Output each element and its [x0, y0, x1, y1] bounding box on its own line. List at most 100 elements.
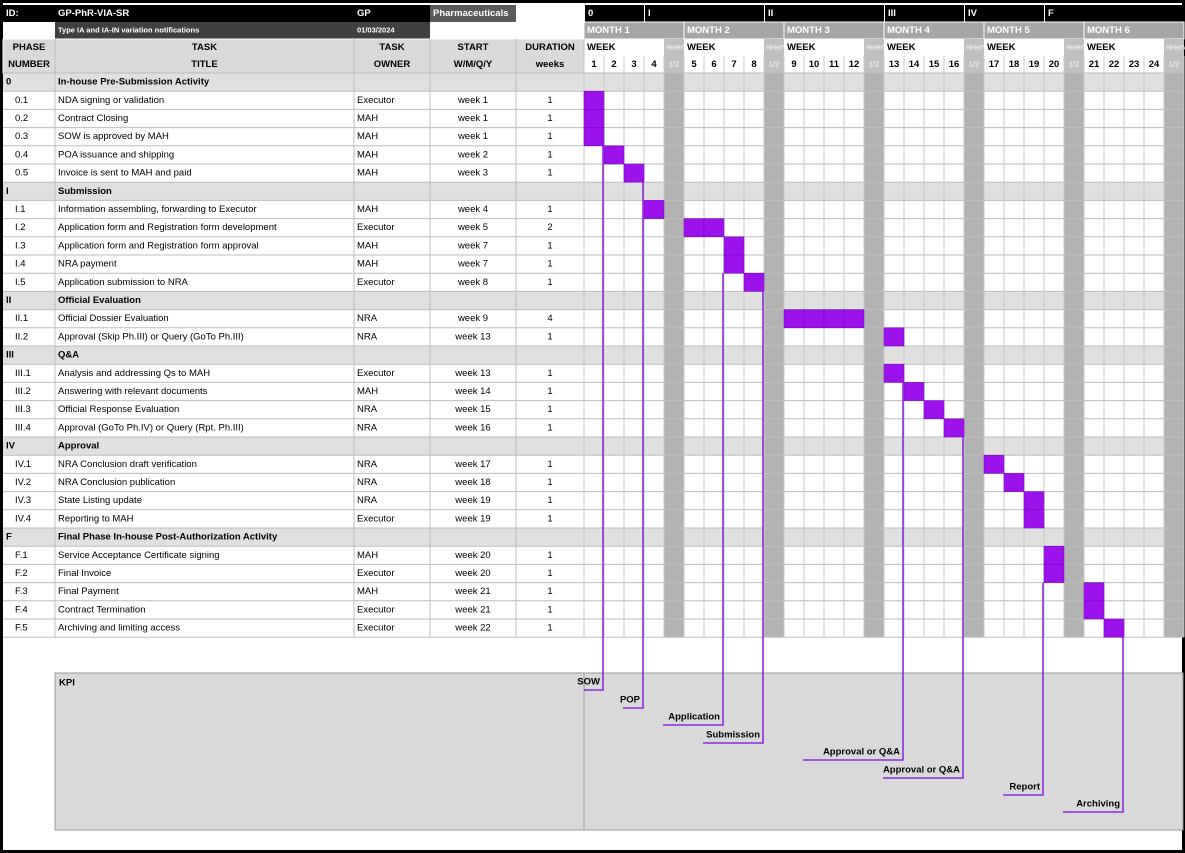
- gantt-bar: [683, 218, 705, 238]
- task-title: Answering with relevant documents: [58, 386, 208, 397]
- phase-marker: IV: [968, 8, 978, 19]
- gantt-bar: [643, 200, 665, 219]
- task-start: week 9: [457, 313, 488, 324]
- task-duration: 1: [547, 204, 552, 215]
- phase-number: F.1: [15, 550, 28, 561]
- column-header-text: DURATION: [525, 42, 575, 53]
- phase-marker: 0: [588, 8, 593, 19]
- task-owner: NRA: [357, 404, 378, 415]
- gantt-bar: [603, 145, 625, 165]
- task-start: week 1: [457, 131, 488, 142]
- milestone-connector: [883, 437, 964, 779]
- week-header: [784, 39, 864, 56]
- task-owner: Executor: [357, 604, 395, 615]
- gantt-bar: [623, 163, 645, 183]
- phase-number: I: [6, 186, 9, 197]
- week-header-text: WEEK: [587, 42, 616, 53]
- phase-number: II.2: [15, 331, 28, 342]
- task-start: week 21: [454, 604, 490, 615]
- phase-marker: II: [768, 8, 773, 19]
- task-title: Application form and Registration form a…: [58, 240, 259, 251]
- group-row: [3, 73, 1183, 92]
- week-number: 18: [1009, 59, 1020, 70]
- reserve-sub-text: 1/2: [1169, 59, 1179, 68]
- gantt-bar: [1043, 545, 1065, 565]
- gantt-bar: [583, 109, 605, 128]
- task-owner: MAH: [357, 259, 378, 270]
- task-duration: 1: [547, 459, 552, 470]
- task-start: week 7: [457, 240, 488, 251]
- column-header-text: NUMBER: [8, 59, 50, 70]
- column-header: [515, 38, 585, 74]
- task-owner: Executor: [357, 222, 395, 233]
- month-label: MONTH 4: [887, 25, 930, 36]
- header-band: [3, 5, 1183, 22]
- month-label: MONTH 5: [987, 25, 1030, 36]
- milestone-label: Approval or Q&A: [883, 765, 960, 776]
- task-duration: 1: [547, 331, 552, 342]
- reserve-sub-text: 1/2: [869, 59, 879, 68]
- gantt-bar: [803, 309, 825, 329]
- task-title: NRA Conclusion draft verification: [58, 459, 197, 470]
- gantt-bar: [1003, 473, 1025, 492]
- week-number: 17: [989, 59, 1000, 70]
- task-title: Service Acceptance Certificate signing: [58, 550, 220, 561]
- reserve-header: [1064, 39, 1084, 73]
- task-title: Application submission to NRA: [58, 277, 189, 288]
- column-header-text: PHASE: [13, 42, 46, 53]
- reserve-sub-text: 1/2: [769, 59, 779, 68]
- header-industry: [430, 5, 516, 22]
- task-owner: Executor: [357, 368, 395, 379]
- task-owner: Executor: [357, 568, 395, 579]
- task-start: week 4: [457, 204, 488, 215]
- milestone-connector: [1063, 637, 1124, 813]
- task-duration: 1: [547, 495, 552, 506]
- reserve-column: [964, 73, 984, 638]
- week-number: 23: [1129, 59, 1140, 70]
- column-header-text: TASK: [379, 42, 404, 53]
- week-header-text: WEEK: [887, 42, 916, 53]
- task-title: Contract Termination: [58, 604, 145, 615]
- week-number: 21: [1089, 59, 1100, 70]
- task-title: Submission: [58, 186, 112, 197]
- gantt-bar: [723, 236, 745, 256]
- task-start: week 19: [454, 495, 490, 506]
- week-number: 22: [1109, 59, 1120, 70]
- column-header: [2, 38, 56, 74]
- task-duration: 1: [547, 131, 552, 142]
- phase-number: F.4: [15, 604, 28, 615]
- reserve-header-text: reserve: [866, 42, 891, 51]
- week-number: 5: [691, 59, 697, 70]
- task-title: Archiving and limiting access: [58, 623, 180, 634]
- task-start: week 13: [454, 368, 490, 379]
- week-number: 13: [889, 59, 900, 70]
- column-header-text: weeks: [535, 59, 565, 70]
- task-owner: MAH: [357, 204, 378, 215]
- task-duration: 2: [547, 222, 552, 233]
- phase-number: I.4: [15, 259, 26, 270]
- phase-number: 0.3: [15, 131, 28, 142]
- task-owner: NRA: [357, 495, 378, 506]
- task-duration: 1: [547, 477, 552, 488]
- week-number: 8: [751, 59, 756, 70]
- task-duration: 1: [547, 604, 552, 615]
- milestone-connector: [584, 145, 604, 691]
- task-title: Information assembling, forwarding to Ex…: [58, 204, 257, 215]
- week-number: 15: [929, 59, 940, 70]
- reserve-column: [1064, 73, 1084, 638]
- week-number: 19: [1029, 59, 1040, 70]
- phase-number: II: [6, 295, 11, 306]
- task-start: week 8: [457, 277, 488, 288]
- task-start: week 1: [457, 95, 488, 106]
- task-title: NDA signing or validation: [58, 95, 164, 106]
- task-start: week 1: [457, 113, 488, 124]
- phase-number: III.2: [15, 386, 31, 397]
- column-header-text: TITLE: [191, 59, 217, 70]
- reserve-header: [964, 39, 984, 73]
- gantt-bar: [843, 309, 865, 329]
- task-duration: 1: [547, 513, 552, 524]
- phase-marker: F: [1048, 8, 1054, 19]
- task-start: week 20: [454, 568, 490, 579]
- date-cell: [354, 22, 430, 39]
- gantt-bar: [883, 327, 905, 347]
